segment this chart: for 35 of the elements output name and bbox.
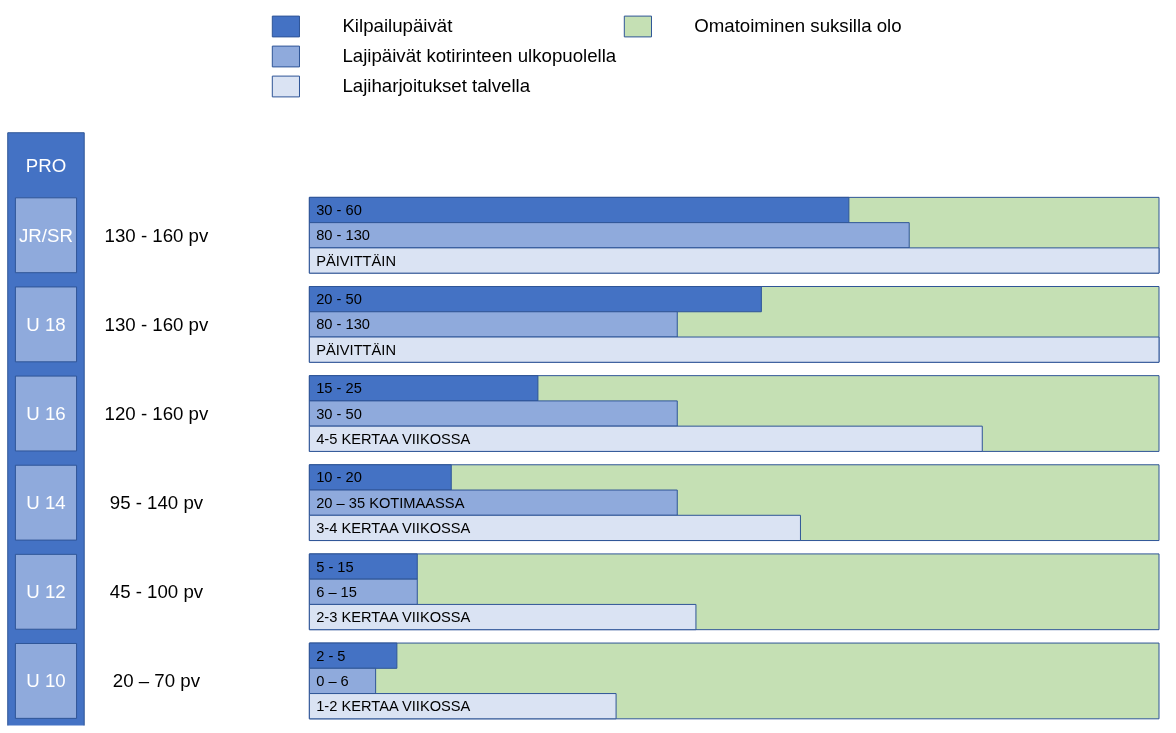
annotation: 5 - 15 [316, 558, 354, 575]
annotation: 20 - 50 [316, 291, 362, 308]
annotation: PÄIVITTÄIN [316, 252, 396, 269]
y-tick-label: U 14 [26, 492, 66, 514]
legend-label: Lajipäivät kotirinteen ulkopuolella [342, 45, 617, 67]
y-tick-label: U 16 [26, 403, 66, 425]
y-tick-label: U 10 [26, 670, 66, 692]
annotation: 1-2 KERTAA VIIKOSSA [316, 698, 471, 715]
text: 130 - 160 pv [104, 224, 209, 246]
text: 95 - 140 pv [109, 492, 204, 514]
annotation: 4-5 KERTAA VIIKOSSA [316, 430, 471, 447]
annotation: 6 – 15 [316, 583, 357, 600]
text: PRO [25, 155, 67, 177]
legend-label: Kilpailupäivät [342, 15, 453, 37]
y-tick-label: U 12 [26, 581, 66, 603]
annotation: PÄIVITTÄIN [316, 341, 396, 358]
annotation: 2 - 5 [316, 647, 346, 664]
text: 20 – 70 pv [112, 670, 201, 692]
annotation: 20 – 35 KOTIMAASSA [316, 494, 465, 511]
legend-label: Lajiharjoitukset talvella [342, 75, 531, 97]
annotation: 2-3 KERTAA VIIKOSSA [316, 609, 471, 626]
y-tick-label: JR/SR [19, 224, 73, 246]
annotation: 30 - 60 [316, 202, 362, 218]
legend-label: Omatoiminen suksilla olo [694, 15, 902, 37]
annotation: 0 – 6 [316, 672, 349, 689]
annotation: 80 - 130 [316, 227, 370, 244]
text: 120 - 160 pv [104, 403, 209, 425]
text: 130 - 160 pv [104, 313, 209, 335]
annotation: 80 - 130 [316, 316, 370, 333]
y-tick-label: U 18 [26, 313, 66, 335]
annotation: 3-4 KERTAA VIIKOSSA [316, 519, 471, 536]
text: 45 - 100 pv [109, 581, 204, 603]
annotation: 30 - 50 [316, 405, 362, 422]
annotation: 15 - 25 [316, 380, 362, 397]
annotation: 10 - 20 [316, 469, 362, 486]
